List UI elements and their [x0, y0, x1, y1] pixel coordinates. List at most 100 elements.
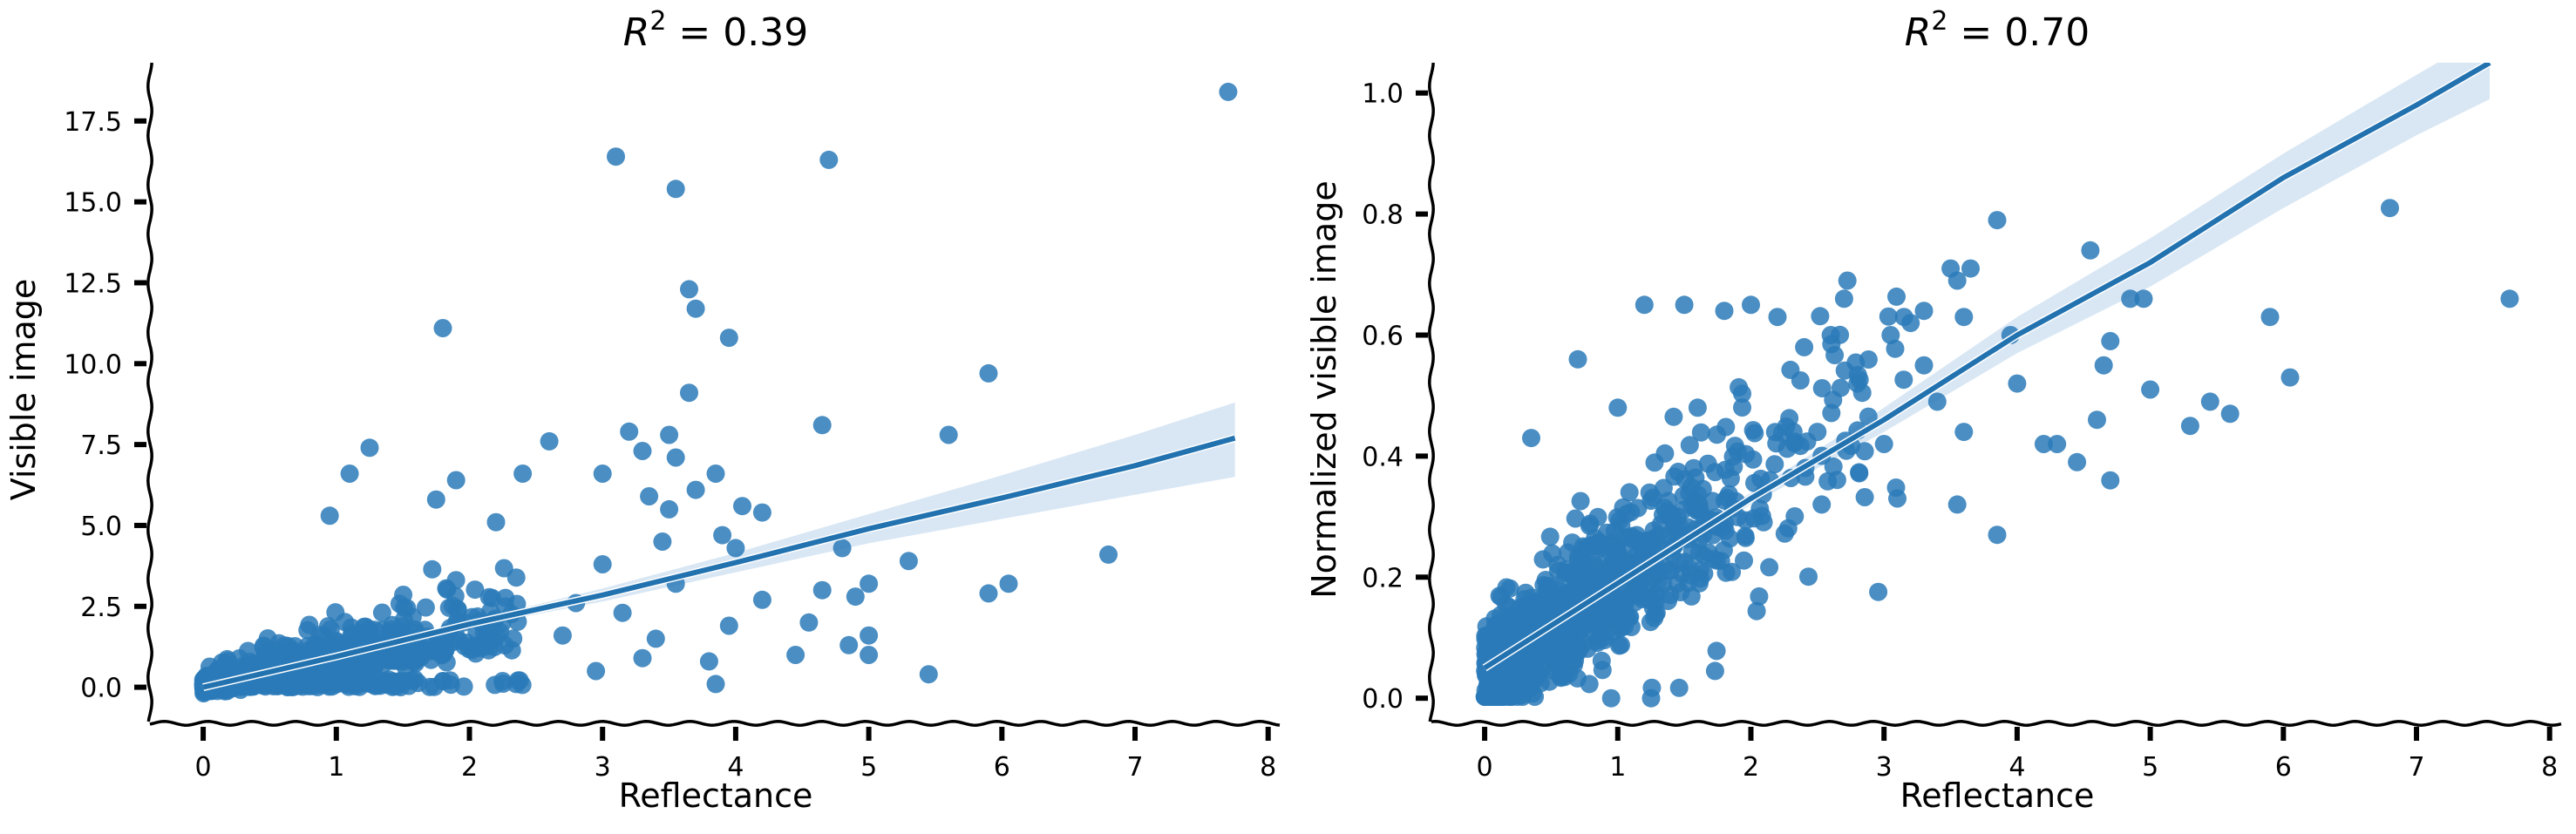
data-point: [2280, 368, 2300, 387]
data-point: [1733, 398, 1751, 417]
data-point: [1812, 495, 1832, 514]
data-point: [2034, 435, 2053, 453]
data-point: [2121, 289, 2140, 309]
data-point: [390, 594, 409, 614]
data-point: [846, 587, 865, 607]
data-point: [1681, 559, 1700, 578]
y-tick-label: 15.0: [64, 188, 122, 219]
data-point: [1620, 483, 1639, 502]
y-axis-spine: [1428, 62, 1435, 722]
data-point: [1812, 379, 1832, 397]
data-point: [860, 626, 879, 645]
data-point: [1219, 82, 1238, 101]
data-point: [719, 329, 738, 348]
data-point: [680, 383, 698, 403]
data-point: [2008, 374, 2027, 393]
data-point: [2220, 404, 2240, 424]
data-point: [1760, 558, 1779, 577]
data-point: [1785, 507, 1805, 525]
regression-line: [202, 435, 1236, 690]
y-axis-spine: [146, 62, 153, 722]
data-point: [2500, 289, 2519, 309]
data-point: [1601, 557, 1620, 576]
plot-area: [1475, 63, 2519, 708]
x-tick-label: 8: [1260, 752, 1276, 783]
data-point: [2101, 471, 2120, 490]
confidence-band: [1485, 63, 2490, 675]
data-point: [1682, 587, 1701, 606]
data-point: [1481, 688, 1500, 706]
data-point: [1568, 349, 1587, 369]
data-point: [1669, 507, 1687, 526]
data-point: [495, 636, 514, 654]
data-point: [319, 660, 338, 679]
data-point: [1747, 601, 1766, 620]
data-point: [1879, 307, 1898, 326]
data-point: [2101, 331, 2120, 350]
data-point: [360, 438, 379, 458]
data-point: [372, 603, 391, 622]
data-point: [1743, 450, 1763, 469]
data-point: [860, 646, 879, 664]
data-point: [553, 626, 572, 645]
x-tick-label: 3: [1876, 752, 1893, 783]
data-point: [296, 668, 315, 687]
data-point: [1610, 636, 1628, 655]
data-point: [1556, 560, 1575, 579]
x-tick-label: 7: [1126, 752, 1143, 783]
data-point: [1881, 326, 1900, 344]
data-point: [660, 425, 679, 444]
data-point: [2141, 380, 2160, 399]
title-value: = 0.70: [1947, 10, 2090, 55]
data-point: [1601, 688, 1621, 708]
data-point: [1834, 289, 1853, 309]
data-point: [493, 675, 513, 693]
data-point: [2081, 241, 2100, 260]
data-point: [1927, 392, 1947, 411]
data-point: [653, 532, 672, 551]
data-point: [463, 641, 482, 660]
data-point: [1855, 442, 1874, 461]
data-point: [1608, 398, 1628, 417]
data-point: [1485, 609, 1505, 628]
title-variable: R: [623, 10, 650, 55]
data-point: [448, 600, 467, 619]
data-point: [593, 555, 612, 573]
data-point: [433, 319, 452, 337]
data-point: [1640, 483, 1659, 502]
data-point: [1850, 463, 1869, 482]
x-axis-spine: [1431, 720, 2562, 727]
data-point: [1859, 350, 1878, 369]
data-point: [646, 629, 665, 648]
data-point: [1869, 582, 1888, 601]
data-point: [423, 559, 442, 579]
data-point: [660, 499, 679, 519]
x-tick-label: 4: [2008, 752, 2025, 783]
data-point: [640, 487, 659, 505]
title-superscript: 2: [649, 6, 666, 37]
data-point: [1519, 604, 1539, 623]
data-point: [726, 539, 745, 558]
x-tick-label: 2: [461, 752, 478, 783]
data-point: [1686, 500, 1705, 519]
data-point: [1954, 423, 1974, 442]
chart-title: R2 = 0.39: [623, 6, 808, 55]
x-tick-label: 5: [860, 752, 877, 783]
data-point: [1888, 489, 1907, 508]
x-tick-label: 5: [2142, 752, 2158, 783]
y-tick-label: 0.2: [1362, 563, 1404, 593]
data-point: [1592, 651, 1611, 670]
data-point: [1799, 567, 1818, 587]
data-point: [1580, 514, 1600, 533]
data-point: [1914, 302, 1934, 321]
data-point: [752, 590, 771, 609]
data-point: [1691, 423, 1710, 442]
y-tick-label: 1.0: [1362, 79, 1404, 110]
data-point: [1661, 561, 1680, 580]
data-point: [1478, 631, 1498, 650]
x-axis-spine: [149, 720, 1281, 727]
data-point: [860, 574, 879, 593]
data-point: [812, 416, 832, 435]
data-point: [1674, 486, 1693, 505]
